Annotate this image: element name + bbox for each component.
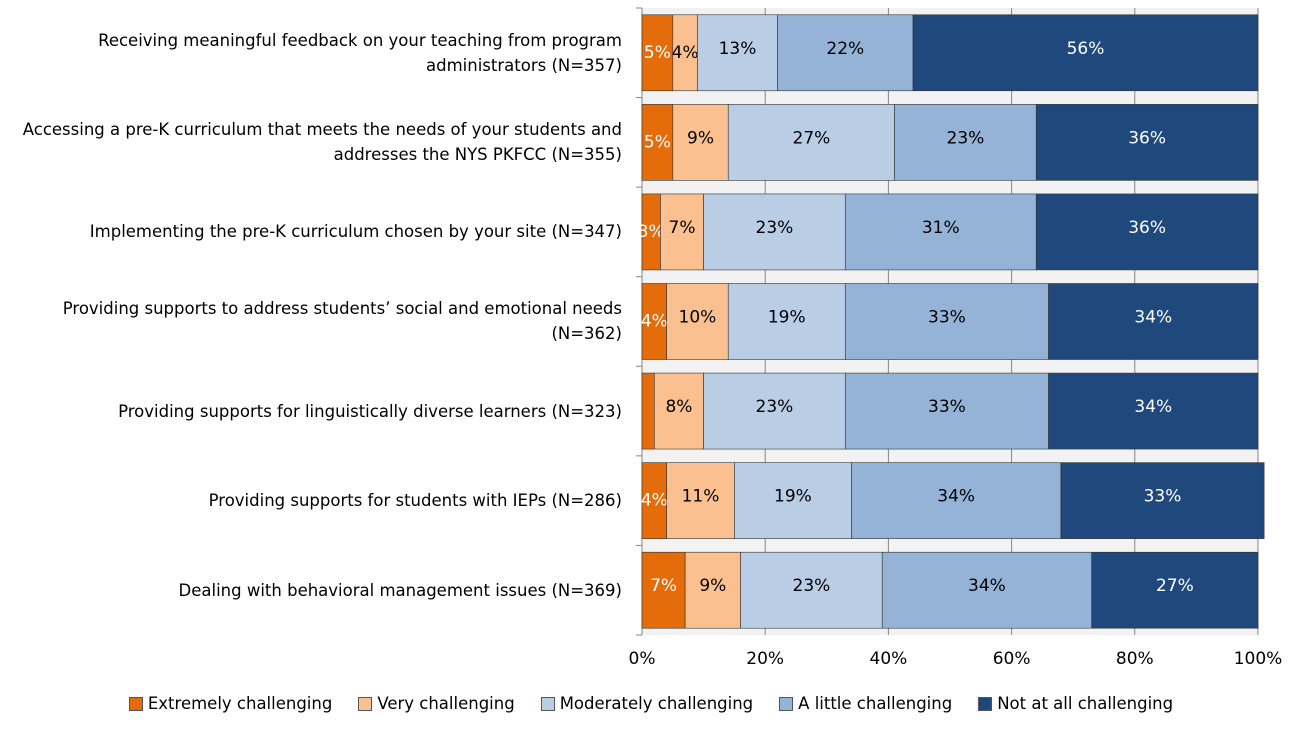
legend-item: Not at all challenging — [978, 694, 1173, 713]
bar-segment — [777, 14, 914, 92]
data-label: 22% — [826, 39, 864, 59]
bar-segment — [1048, 372, 1259, 450]
bar-segment — [894, 104, 1037, 181]
legend-item: Very challenging — [358, 694, 515, 713]
bar-segment — [641, 104, 674, 181]
data-label: 33% — [928, 397, 966, 417]
bar-segment — [912, 14, 1259, 92]
x-tick-label: 100% — [1234, 649, 1283, 669]
legend-swatch — [978, 696, 993, 711]
bar-segment — [641, 462, 667, 539]
bar-segment — [641, 551, 686, 629]
bar-segment — [844, 283, 1049, 360]
data-label: 19% — [768, 308, 806, 328]
data-label: 34% — [937, 487, 975, 507]
legend-label: A little challenging — [798, 694, 953, 713]
data-label: 23% — [756, 397, 794, 417]
bar-segment — [727, 104, 895, 181]
bar-segment — [844, 372, 1049, 450]
x-tick-label: 40% — [870, 649, 908, 669]
data-label: 7% — [650, 576, 677, 596]
data-label: 33% — [928, 308, 966, 328]
legend-label: Not at all challenging — [997, 694, 1174, 713]
data-label: 5% — [644, 43, 671, 63]
data-label: 4% — [641, 312, 668, 332]
legend-label: Moderately challenging — [559, 694, 754, 713]
legend-swatch — [779, 696, 794, 711]
bar-segment — [740, 551, 883, 629]
bar-segment — [1091, 551, 1259, 629]
bar-segment — [1048, 283, 1259, 360]
data-label: 9% — [699, 576, 726, 596]
legend-label: Extremely challenging — [147, 694, 333, 713]
bar-segment — [666, 462, 735, 539]
data-label: 8% — [665, 397, 692, 417]
bar-segment — [1035, 104, 1259, 181]
category-label: Implementing the pre-K curriculum chosen… — [89, 222, 622, 242]
category-label: Providing supports to address students’ … — [62, 299, 622, 344]
data-label: 10% — [679, 308, 717, 328]
bar-segment — [660, 193, 704, 271]
bar-segment — [641, 14, 674, 92]
bar-segment — [881, 551, 1092, 629]
bar-segment — [851, 462, 1062, 539]
x-tick-label: 80% — [1116, 649, 1154, 669]
data-label: 3% — [638, 222, 665, 242]
category-label: Providing supports for students with IEP… — [208, 491, 622, 511]
legend-item: A little challenging — [779, 694, 952, 713]
data-label: 31% — [922, 218, 960, 238]
data-label: 23% — [793, 576, 831, 596]
data-label: 27% — [793, 128, 831, 148]
category-label: Accessing a pre-K curriculum that meets … — [22, 120, 622, 165]
bar-segment — [1035, 193, 1259, 271]
legend-swatch — [128, 696, 143, 711]
category-label: Receiving meaningful feedback on your te… — [98, 30, 622, 75]
data-label: 5% — [644, 132, 671, 152]
category-label: Dealing with behavioral management issue… — [178, 580, 622, 600]
legend-label: Very challenging — [377, 694, 515, 713]
data-label: 36% — [1128, 218, 1166, 238]
data-label: 4% — [641, 491, 668, 511]
bar-segment — [1060, 462, 1265, 539]
data-label: 36% — [1128, 128, 1166, 148]
data-label: 34% — [1134, 397, 1172, 417]
data-label: 27% — [1156, 576, 1194, 596]
data-label: 9% — [687, 128, 714, 148]
x-tick-label: 20% — [746, 649, 784, 669]
bar-segment — [844, 193, 1037, 271]
data-label: 13% — [719, 39, 757, 59]
legend-item: Moderately challenging — [540, 694, 754, 713]
bar-segment — [734, 462, 852, 539]
data-label: 23% — [947, 128, 985, 148]
data-label: 34% — [1134, 308, 1172, 328]
bar-segment — [641, 372, 655, 450]
data-label: 7% — [669, 218, 696, 238]
bar-segment — [666, 283, 729, 360]
data-label: 34% — [968, 576, 1006, 596]
data-label: 23% — [756, 218, 794, 238]
bar-segment — [654, 372, 704, 450]
bar-segment — [703, 372, 846, 450]
bar-segment — [672, 104, 729, 181]
legend-item: Extremely challenging — [128, 694, 333, 713]
data-label: 19% — [774, 487, 812, 507]
bar-segment — [697, 14, 778, 92]
legend: Extremely challenging Very challenging Mod… — [0, 694, 1302, 713]
data-label: 11% — [682, 487, 720, 507]
legend-swatch — [540, 696, 555, 711]
category-label: Providing supports for linguistically di… — [118, 401, 622, 421]
legend-swatch — [358, 696, 373, 711]
bar-segment — [672, 14, 698, 92]
data-label: 56% — [1067, 39, 1105, 59]
bar-segment — [727, 283, 846, 360]
bar-segment — [703, 193, 846, 271]
bar-segment — [641, 283, 667, 360]
x-tick-label: 60% — [993, 649, 1031, 669]
x-tick-label: 0% — [629, 649, 656, 669]
data-label: 4% — [672, 43, 699, 63]
data-label: 33% — [1144, 487, 1182, 507]
